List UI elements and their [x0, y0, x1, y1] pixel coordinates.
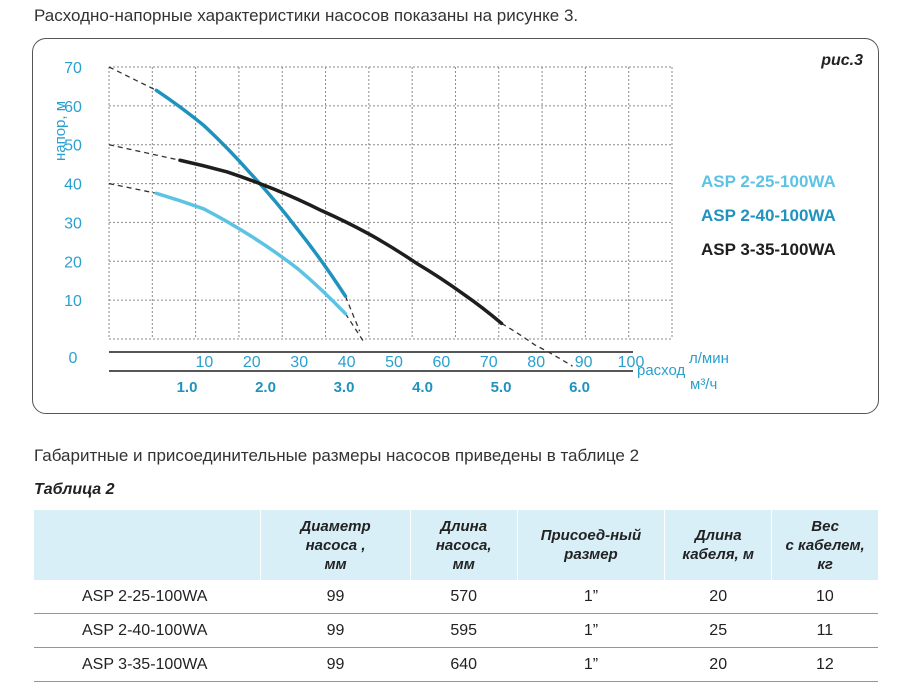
value-cell: 11 [771, 613, 878, 648]
table-row: ASP 2-25-100WA 99 570 1” 20 10 [34, 580, 878, 614]
x-tick-label-primary: 40 [338, 354, 356, 371]
model-cell: ASP 3-35-100WA [34, 647, 261, 682]
curve-extension-after [344, 296, 361, 332]
series-line [154, 191, 348, 316]
y-tick-label: 50 [64, 138, 82, 155]
header-line: насоса, [435, 536, 492, 554]
y-tick-label: 20 [64, 254, 82, 271]
series-line [154, 88, 348, 299]
header-cell-model [34, 510, 262, 580]
x-tick-label-secondary: 6.0 [569, 379, 590, 396]
header-cell-connection: Присоед-ный размер [517, 510, 666, 580]
x-tick-label-secondary: 3.0 [334, 379, 355, 396]
figure-label: рис.3 [820, 52, 863, 69]
x-tick-label-primary: 50 [385, 354, 403, 371]
x-tick-label-secondary: 5.0 [491, 379, 512, 396]
value-cell: 640 [410, 647, 518, 682]
y-tick-label: 0 [69, 350, 78, 367]
table-body: ASP 2-25-100WA 99 570 1” 20 10 ASP 2-40-100WA 9… [34, 580, 878, 682]
legend-entry: ASP 2-25-100WA [701, 172, 836, 191]
x-tick-label-primary: 100 [618, 354, 645, 371]
curve-extension-before [108, 144, 181, 161]
series-line [178, 158, 504, 326]
x-tick-label-secondary: 2.0 [255, 379, 276, 396]
x-tick-label-secondary: 1.0 [177, 379, 198, 396]
y-tick-label: 10 [64, 293, 82, 310]
x-tick-label-primary: 80 [527, 354, 545, 371]
y-tick-label: 40 [64, 177, 82, 194]
value-cell: 1” [517, 613, 665, 648]
header-line: Длина [440, 517, 488, 535]
value-cell: 99 [260, 647, 411, 682]
curve-extension-before [108, 66, 157, 91]
x-tick-label-primary: 70 [480, 354, 498, 371]
header-line: Присоед-ный [540, 527, 642, 544]
header-line: Длина [694, 527, 742, 544]
y-tick-label: 70 [64, 60, 82, 77]
curve-extension-before [108, 182, 157, 194]
header-line: размер [564, 546, 618, 563]
header-cell-cable: Длина кабеля, м [664, 510, 773, 580]
curve-extension-after [344, 313, 365, 344]
intro-text: Расходно-напорные характеристики насосов… [34, 6, 579, 25]
y-tick-label: 30 [64, 215, 82, 232]
x-tick-label-primary: 60 [433, 354, 451, 371]
value-cell: 595 [410, 613, 518, 648]
legend-entry: ASP 2-40-100WA [701, 206, 836, 225]
value-cell: 1” [517, 580, 665, 614]
value-cell: 10 [771, 580, 878, 614]
table-header-row: Диаметр насоса , мм Длина насоса, мм Присоед… [34, 510, 878, 580]
x-tick-label-primary: 90 [575, 354, 593, 371]
header-line: Вес [811, 517, 839, 535]
value-cell: 20 [664, 580, 772, 614]
x-tick-label-primary: 30 [290, 354, 308, 371]
x-tick-label-primary: 10 [196, 354, 214, 371]
value-cell: 20 [664, 647, 772, 682]
chart-panel: напор, м 0 10 20 30 40 50 60 70 10 20 30 40 50 60 70 80 9… [32, 38, 879, 414]
x-axis-label: расход [637, 362, 686, 379]
value-cell: 99 [260, 580, 411, 614]
table-row: ASP 3-35-100WA 99 640 1” 20 12 [34, 647, 878, 682]
header-line: Диаметр [300, 517, 371, 535]
x-axis-unit-secondary: м³/ч [690, 376, 717, 393]
value-cell: 25 [664, 613, 772, 648]
x-tick-label-primary: 20 [243, 354, 261, 371]
header-line: мм [324, 555, 347, 573]
header-cell-diameter: Диаметр насоса , мм [260, 510, 411, 580]
value-cell: 12 [771, 647, 878, 682]
table-intro-text: Габаритные и присоединительные размеры н… [34, 446, 640, 465]
value-cell: 570 [410, 580, 518, 614]
header-line: кабеля, м [682, 546, 754, 563]
header-cell-length: Длина насоса, мм [410, 510, 518, 580]
header-cell-weight: Вес с кабелем, кг [771, 510, 878, 580]
header-line: кг [817, 555, 833, 573]
value-cell: 1” [517, 647, 665, 682]
table-title: Таблица 2 [34, 481, 115, 498]
y-axis-label: напор, м [52, 101, 69, 161]
legend-entry: ASP 3-35-100WA [701, 240, 836, 259]
curve-extension-after [501, 322, 573, 367]
pump-performance-chart: напор, м 0 10 20 30 40 50 60 70 10 20 30 40 50 60 70 80 9… [52, 52, 863, 396]
model-cell: ASP 2-40-100WA [34, 613, 261, 648]
y-tick-label: 60 [64, 99, 82, 116]
value-cell: 99 [260, 613, 411, 648]
table-row: ASP 2-40-100WA 99 595 1” 25 11 [34, 613, 878, 648]
specs-table: Диаметр насоса , мм Длина насоса, мм Присоед… [34, 510, 878, 682]
header-line: мм [452, 555, 475, 573]
header-line: насоса , [305, 536, 366, 554]
x-axis-unit-primary: л/мин [689, 350, 729, 367]
x-tick-label-secondary: 4.0 [412, 379, 433, 396]
header-line: с кабелем, [785, 536, 865, 554]
model-cell: ASP 2-25-100WA [34, 580, 261, 614]
